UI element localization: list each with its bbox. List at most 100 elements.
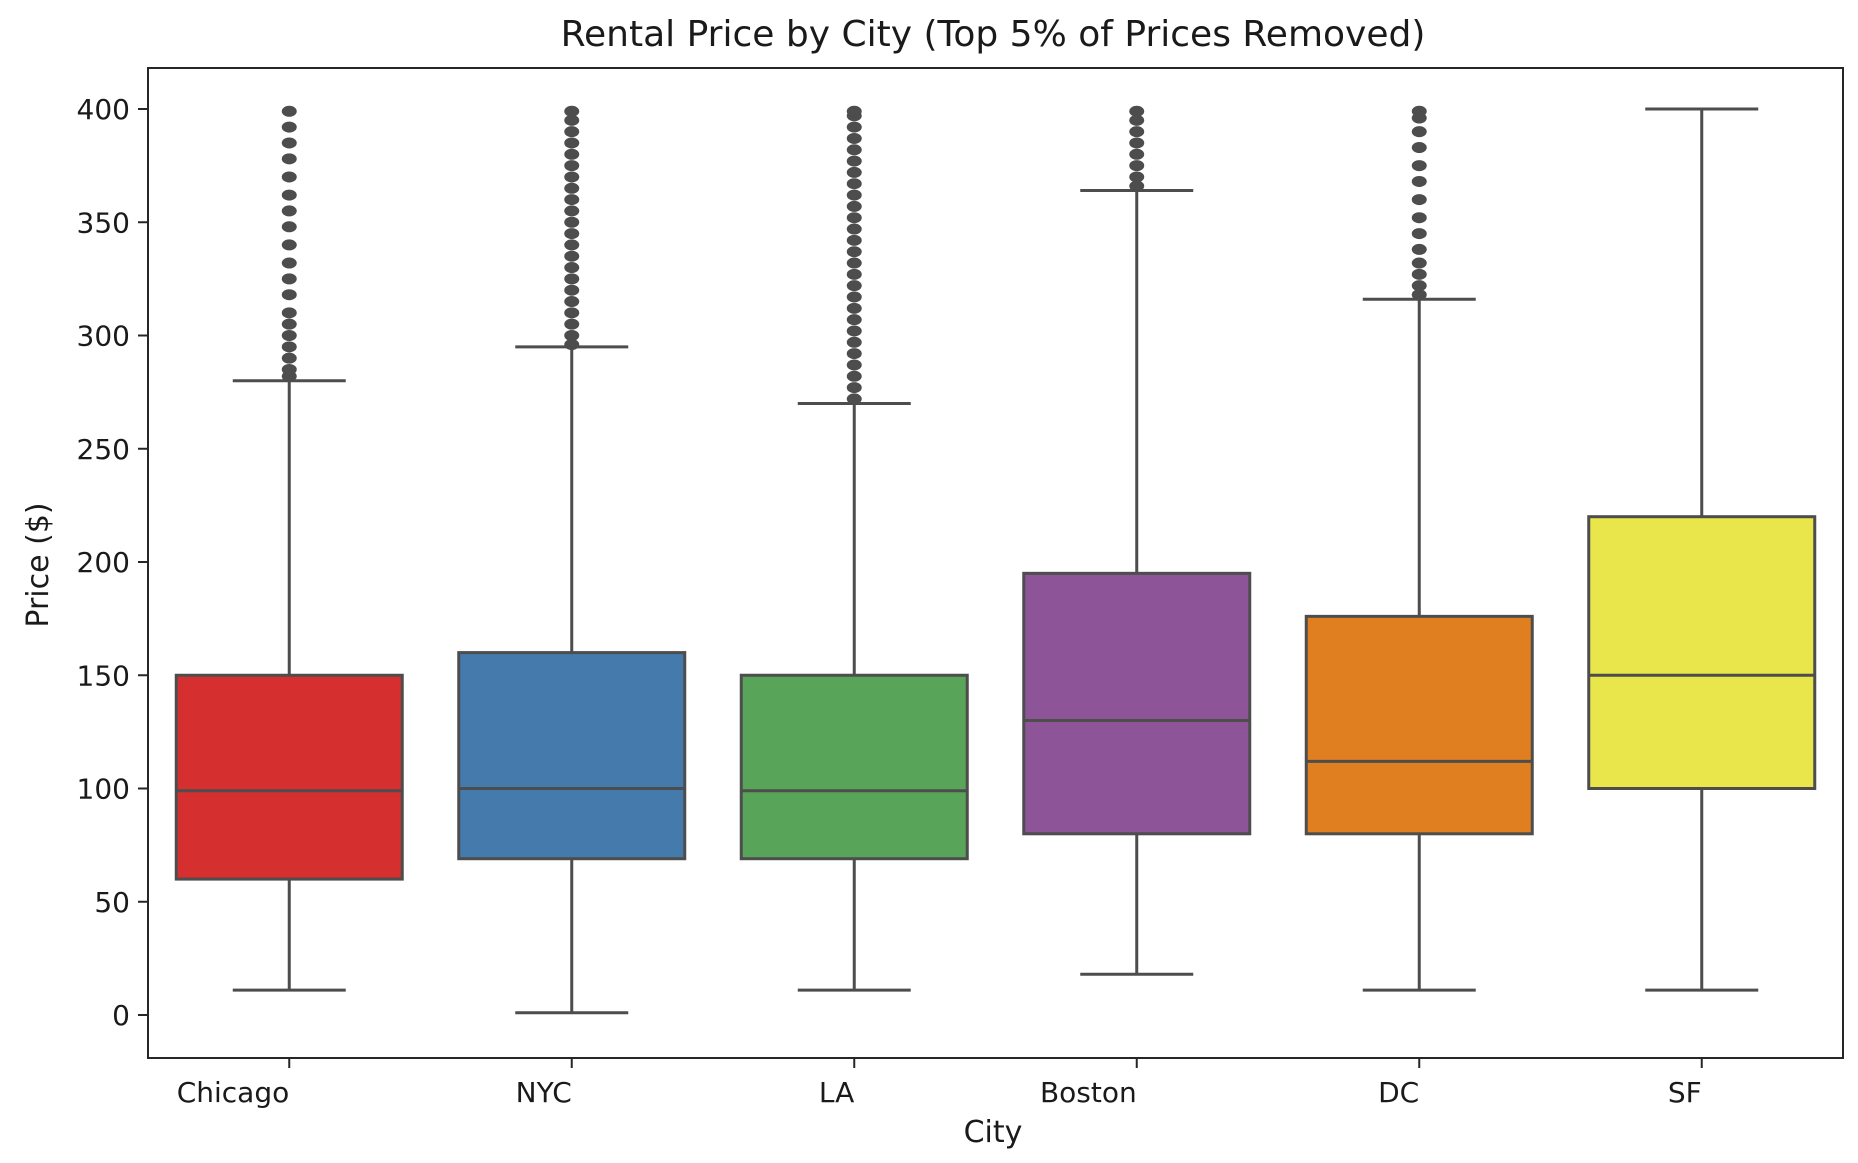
outlier-point [564, 330, 580, 341]
outlier-point [281, 121, 297, 133]
outlier-point [281, 330, 297, 341]
outlier-point [564, 273, 580, 285]
chart-title: Rental Price by City (Top 5% of Prices R… [561, 14, 1426, 55]
outlier-point [564, 339, 580, 351]
outlier-point [564, 228, 580, 240]
outlier-point [281, 239, 297, 251]
outlier-point [846, 234, 862, 246]
outlier-point [281, 307, 297, 319]
outlier-point [564, 250, 580, 262]
outlier-point [564, 160, 580, 172]
outlier-point [846, 348, 862, 360]
outlier-point [564, 216, 580, 228]
y-tick-label: 0 [112, 999, 130, 1032]
x-tick-label: NYC [516, 1076, 572, 1109]
outlier-point [846, 144, 862, 156]
y-tick-label: 50 [94, 886, 130, 919]
outlier-point [281, 273, 297, 285]
plot-area: 0 50 100 150 200 250 300 350 400 Chicago NYC LA Bost… [77, 67, 1844, 1109]
x-tick-label: Boston [1040, 1076, 1137, 1109]
outlier-point [564, 171, 580, 183]
outlier-point [564, 307, 580, 319]
outlier-point [1129, 114, 1145, 126]
outlier-point [1411, 212, 1427, 224]
outlier-point [281, 205, 297, 217]
outlier-point [846, 105, 862, 117]
box-nyc [457, 651, 687, 861]
outlier-point [846, 166, 862, 178]
outlier-point [1411, 175, 1427, 187]
outlier-point [1129, 171, 1145, 183]
outlier-point [846, 257, 862, 269]
outlier-point [846, 336, 862, 348]
outlier-point [846, 268, 862, 280]
y-tick-label: 250 [77, 433, 130, 466]
outlier-point [1411, 142, 1427, 154]
outlier-point [1411, 289, 1427, 301]
outlier-point [1411, 257, 1427, 269]
outlier-point [846, 178, 862, 190]
outlier-point [281, 137, 297, 149]
outlier-point [1411, 228, 1427, 240]
outlier-point [281, 318, 297, 330]
x-tick-label: DC [1378, 1076, 1419, 1109]
outlier-point [564, 205, 580, 217]
x-tick-label: SF [1668, 1076, 1702, 1109]
box-la [739, 673, 969, 861]
outlier-point [846, 325, 862, 337]
y-tick-label: 100 [77, 773, 130, 806]
outlier-point [564, 105, 580, 117]
y-axis-label: Price ($) [21, 502, 56, 627]
x-axis-label: City [964, 1115, 1023, 1150]
x-tick-label: LA [819, 1076, 854, 1109]
outlier-point [846, 291, 862, 303]
outlier-point [564, 114, 580, 126]
outlier-point [846, 212, 862, 224]
outlier-point [1411, 268, 1427, 280]
box-sf [1587, 515, 1817, 790]
outlier-point [1411, 280, 1427, 292]
outlier-point [846, 314, 862, 326]
outlier-point [846, 155, 862, 167]
outlier-point [281, 153, 297, 165]
outlier-point [564, 148, 580, 160]
outlier-point [846, 393, 862, 405]
y-tick-label: 400 [77, 93, 130, 126]
outlier-point [281, 221, 297, 233]
box-chicago [174, 673, 404, 881]
outlier-point [281, 289, 297, 301]
outlier-point [1129, 148, 1145, 160]
outlier-point [564, 262, 580, 274]
y-tick-label: 350 [77, 206, 130, 239]
outlier-point [1411, 160, 1427, 172]
outlier-point [1129, 137, 1145, 149]
outlier-point [281, 341, 297, 353]
outlier-point [1411, 194, 1427, 206]
outlier-point [1129, 105, 1145, 117]
outlier-point [846, 132, 862, 144]
outlier-point [564, 194, 580, 206]
outlier-point [564, 182, 580, 194]
outlier-point [281, 257, 297, 269]
outlier-point [846, 370, 862, 382]
outlier-point [846, 382, 862, 394]
outlier-point [846, 223, 862, 235]
box-boston [1022, 571, 1252, 836]
outlier-point [1411, 105, 1427, 117]
outlier-point [564, 126, 580, 138]
y-tick-label: 200 [77, 546, 130, 579]
outlier-point [564, 239, 580, 251]
y-tick-label: 150 [77, 659, 130, 692]
outlier-point [564, 318, 580, 330]
outlier-point [564, 137, 580, 149]
outlier-point [1129, 126, 1145, 138]
outlier-point [564, 284, 580, 296]
x-tick-label: Chicago [177, 1076, 290, 1109]
outlier-point [846, 280, 862, 292]
box-dc [1304, 614, 1534, 836]
outlier-point [846, 200, 862, 212]
outlier-point [564, 296, 580, 308]
outlier-point [846, 121, 862, 133]
